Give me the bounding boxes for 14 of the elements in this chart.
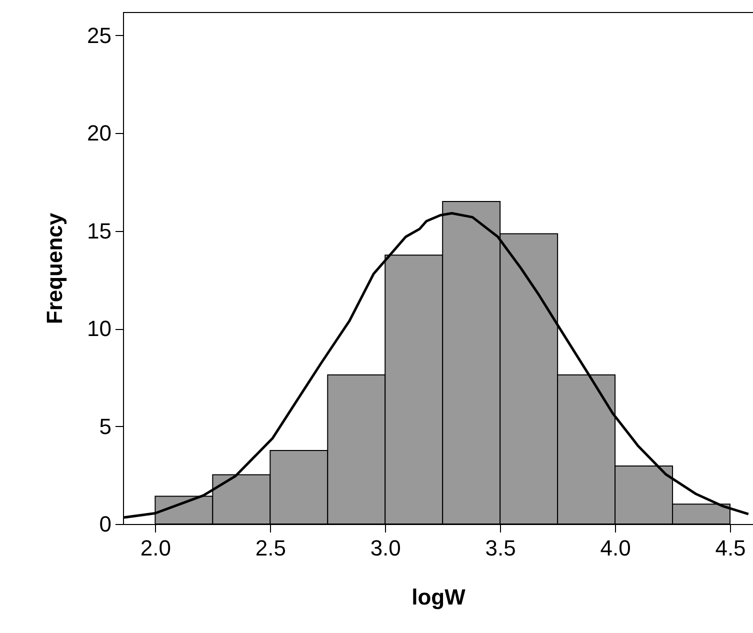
x-tick-label: 2.0 [140, 536, 171, 560]
y-tick-label: 10 [87, 316, 112, 342]
y-axis-title: Frequency [42, 212, 68, 324]
x-tick-label: 4.5 [715, 536, 746, 560]
y-tick-label: 15 [87, 218, 112, 244]
x-tick-label: 3.0 [370, 536, 401, 560]
y-tick-label: 5 [99, 414, 112, 439]
x-axis-title: logW [412, 584, 466, 610]
x-tick-label: 4.0 [600, 536, 631, 560]
y-tick-label: 0 [99, 512, 112, 536]
y-tick-label: 20 [87, 120, 112, 146]
x-tick-label: 3.5 [485, 536, 516, 560]
y-tick-label: 25 [87, 22, 112, 48]
x-tick-label: 2.5 [255, 536, 286, 560]
